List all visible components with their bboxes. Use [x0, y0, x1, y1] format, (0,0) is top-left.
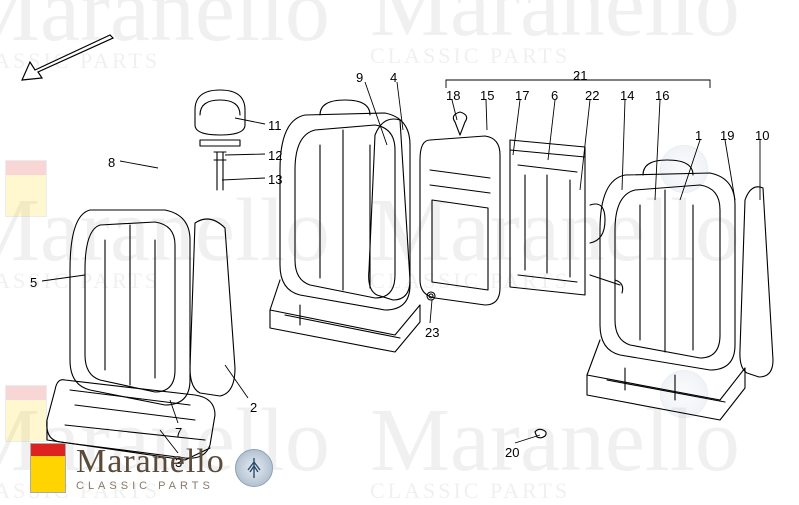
callout-22: 22 [585, 88, 599, 103]
part-headrest-posts [200, 140, 240, 190]
callout-15: 15 [480, 88, 494, 103]
callout-14: 14 [620, 88, 634, 103]
callout-11: 11 [268, 118, 282, 133]
leader-line [222, 178, 265, 180]
callout-2: 2 [250, 400, 257, 415]
callout-18: 18 [446, 88, 460, 103]
leader-line [42, 275, 85, 281]
callout-21: 21 [573, 68, 587, 83]
callout-5: 5 [30, 275, 37, 290]
part-seat-back-left-outer [70, 210, 190, 405]
part-seat-assy-right [587, 160, 745, 420]
brand-tagline: CLASSIC PARTS [76, 481, 225, 492]
callout-4: 4 [390, 70, 397, 85]
callout-8: 8 [108, 155, 115, 170]
part-armrest-console [420, 112, 500, 305]
brand-lockup: Maranello CLASSIC PARTS [30, 443, 273, 493]
callout-9: 9 [356, 70, 363, 85]
callout-10: 10 [755, 128, 769, 143]
callout-23: 23 [425, 325, 439, 340]
callout-13: 13 [268, 172, 282, 187]
leader-line [120, 161, 158, 168]
brand-name: Maranello [76, 445, 225, 479]
leader-line [430, 300, 432, 323]
leader-line [225, 154, 265, 155]
callout-1: 1 [695, 128, 702, 143]
callout-6: 6 [551, 88, 558, 103]
part-headrest [195, 90, 245, 135]
callout-19: 19 [720, 128, 734, 143]
callout-12: 12 [268, 148, 282, 163]
maserati-badge-icon [235, 449, 273, 487]
leader-line [548, 100, 555, 160]
leader-line [680, 140, 700, 200]
leader-line [235, 118, 265, 124]
leader-line [225, 365, 248, 398]
leader-line [486, 100, 487, 130]
callout-20: 20 [505, 445, 519, 460]
leader-line [655, 100, 660, 200]
parts-diagram [0, 0, 799, 505]
part-bolster-center [369, 119, 410, 300]
brand-text: Maranello CLASSIC PARTS [76, 445, 225, 492]
part-bolster-right [740, 187, 773, 377]
callout-7: 7 [175, 425, 182, 440]
callout-17: 17 [515, 88, 529, 103]
leader-line [725, 140, 735, 200]
leader-line [515, 435, 540, 443]
leader-line [513, 100, 520, 155]
leader-line [452, 100, 457, 120]
part-armrest-frame [510, 140, 623, 295]
direction-arrow-icon [22, 35, 113, 80]
ferrari-badge-icon [30, 443, 66, 493]
leader-line [622, 100, 625, 190]
callout-16: 16 [655, 88, 669, 103]
part-seat-assy-center [270, 100, 420, 352]
